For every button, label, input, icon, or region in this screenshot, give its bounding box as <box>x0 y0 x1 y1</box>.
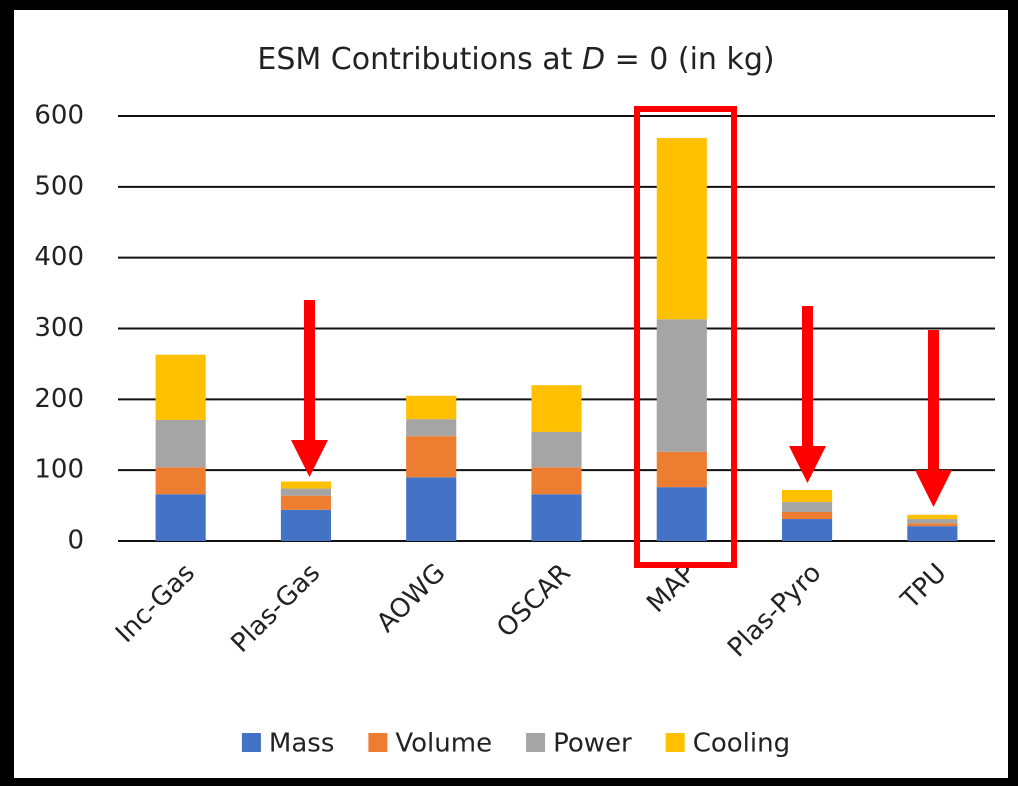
y-tick-label: 400 <box>34 242 84 272</box>
legend: Mass Volume Power Cooling <box>241 729 790 759</box>
legend-swatch <box>368 733 388 752</box>
bar-segment <box>907 526 958 541</box>
bar-segment <box>280 495 331 510</box>
bar-segment <box>656 137 707 320</box>
bar-segment <box>907 519 958 524</box>
legend-label: Mass <box>269 729 334 759</box>
legend-label: Cooling <box>693 729 790 759</box>
y-tick-label: 0 <box>67 526 84 556</box>
bar-segment <box>531 431 582 468</box>
bar-segment <box>782 519 833 541</box>
bar-segment <box>782 511 833 520</box>
bar-segment <box>656 487 707 541</box>
bar-segment <box>907 523 958 527</box>
y-tick-label: 500 <box>34 171 84 201</box>
bar-segment <box>155 467 206 495</box>
bar-segment <box>406 436 457 478</box>
legend-label: Power <box>553 729 632 759</box>
bar-segment <box>406 419 457 437</box>
arrows <box>291 300 952 507</box>
bar-segment <box>406 477 457 541</box>
annotations <box>291 106 952 568</box>
bar-segment <box>155 494 206 541</box>
bar-segment <box>656 451 707 488</box>
arrow-shaft <box>304 300 315 442</box>
legend-swatch <box>241 733 261 752</box>
arrow-shaft <box>802 306 813 448</box>
chart-title: ESM Contributions at D = 0 (in kg) <box>257 42 774 77</box>
bar-segment <box>531 385 582 432</box>
legend-swatch <box>526 733 546 752</box>
bar-segment <box>907 514 958 520</box>
bar-segment <box>280 481 331 489</box>
bar-segment <box>280 509 331 541</box>
y-tick-label: 100 <box>34 455 84 485</box>
y-tick-label: 600 <box>34 101 84 131</box>
bar-segment <box>155 419 206 468</box>
bar-segment <box>656 319 707 452</box>
legend-label: Volume <box>395 729 492 759</box>
bar-segment <box>782 502 833 512</box>
highlight-box <box>634 106 737 568</box>
y-tick-label: 200 <box>34 384 84 414</box>
arrow-head <box>789 446 826 483</box>
arrow-head <box>291 440 328 477</box>
bar-segment <box>531 494 582 541</box>
bar-segment <box>531 467 582 495</box>
bar-segment <box>406 395 457 420</box>
bar-segment <box>782 490 833 503</box>
legend-swatch <box>665 733 685 752</box>
bar-segment <box>155 354 206 420</box>
bar-segment <box>280 488 331 496</box>
arrow-head <box>915 470 952 507</box>
title-prefix: ESM Contributions at <box>257 42 582 77</box>
y-tick-label: 300 <box>34 313 84 343</box>
title-suffix: = 0 (in kg) <box>605 42 775 77</box>
arrow-shaft <box>928 330 939 472</box>
title-variable: D <box>582 42 605 77</box>
